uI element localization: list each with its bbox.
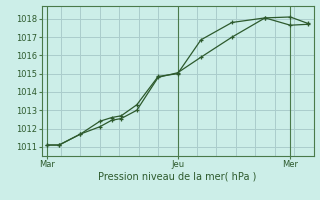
X-axis label: Pression niveau de la mer( hPa ): Pression niveau de la mer( hPa )	[99, 172, 257, 182]
